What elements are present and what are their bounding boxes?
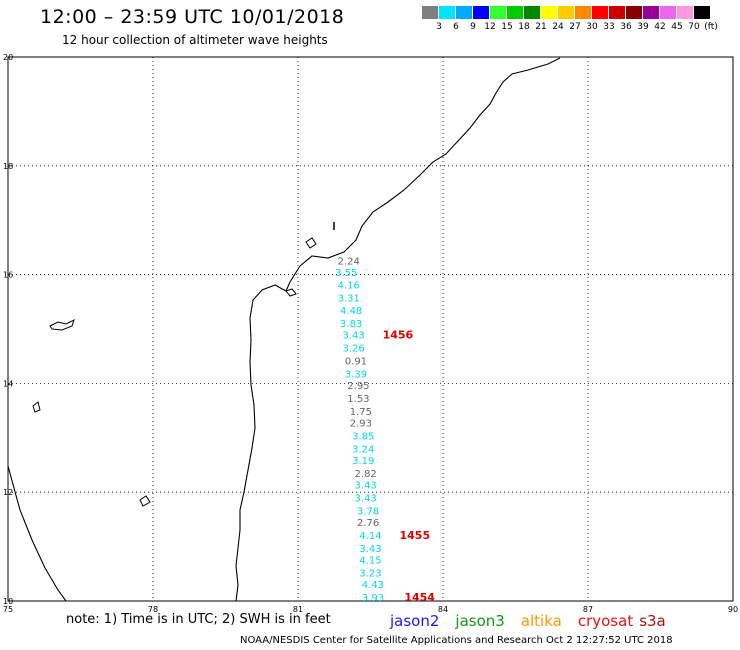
color-scale-label: 70: [688, 22, 700, 32]
latitude-tick-label: 20: [3, 53, 13, 62]
longitude-tick-label: 90: [728, 605, 738, 614]
color-swatch: [626, 6, 643, 19]
wave-height-value: 3.26: [342, 343, 364, 354]
map-title: 12:00 – 23:59 UTC 10/01/2018: [40, 6, 345, 28]
coastline: [7, 57, 561, 602]
color-scale-label: 42: [654, 22, 666, 32]
map-subtitle: 12 hour collection of altimeter wave hei…: [62, 33, 328, 47]
wave-height-value: 3.43: [342, 330, 364, 341]
pass-time-label: 1454: [404, 591, 435, 604]
wave-height-value: 4.15: [359, 556, 381, 567]
color-scale-label: 36: [620, 22, 632, 32]
latitude-tick-label: 12: [3, 488, 13, 497]
wave-height-value: 2.82: [355, 469, 377, 480]
color-swatch: [694, 6, 711, 19]
color-swatch: [592, 6, 609, 19]
satellite-legend-altika: altika: [520, 612, 562, 630]
color-swatch: [473, 6, 490, 19]
wave-height-value: 3.78: [357, 507, 379, 518]
wave-height-value: 4.16: [338, 280, 360, 291]
color-swatch: [677, 6, 694, 19]
island-outline: [49, 319, 75, 331]
pass-time-label: 1456: [383, 328, 414, 341]
latitude-tick-label: 18: [3, 162, 13, 171]
color-scale-label: (ft): [704, 22, 718, 32]
longitude-tick-label: 87: [583, 605, 593, 614]
wave-height-value: 3.43: [355, 481, 377, 492]
longitude-tick-label: 75: [3, 605, 13, 614]
longitude-tick-label: 78: [148, 605, 158, 614]
footer-credit: NOAA/NESDIS Center for Satellite Applica…: [240, 635, 673, 646]
satellite-legend: jason2 jason3 altika cryosat s3a: [390, 612, 682, 630]
wave-height-value: 1.75: [350, 407, 372, 418]
color-swatch: [507, 6, 524, 19]
color-swatch: [575, 6, 592, 19]
color-scale-label: 15: [501, 22, 513, 32]
color-scale-bar: [422, 6, 711, 19]
river-mouth-outline: [285, 288, 297, 297]
color-scale-label: 33: [603, 22, 615, 32]
color-swatch: [541, 6, 558, 19]
color-scale-label: 6: [453, 22, 459, 32]
latitude-tick-label: 16: [3, 271, 13, 280]
wave-height-value: 3.23: [359, 569, 381, 580]
wave-height-value: 3.19: [352, 456, 374, 467]
color-scale-label: 30: [586, 22, 598, 32]
wave-height-value: 3.85: [352, 432, 374, 443]
color-scale-label: 45: [671, 22, 683, 32]
pass-time-label: 1455: [400, 529, 431, 542]
color-swatch: [456, 6, 473, 19]
island-outline: [139, 495, 151, 507]
wave-height-value: 3.31: [338, 293, 360, 304]
longitude-tick-label: 81: [293, 605, 303, 614]
wave-height-value: 2.93: [350, 419, 372, 430]
wave-height-value: 3.55: [335, 268, 357, 279]
color-swatch: [609, 6, 626, 19]
color-scale-label: 24: [552, 22, 564, 32]
latitude-tick-label: 14: [3, 379, 13, 388]
satellite-legend-cryosat: cryosat: [577, 612, 634, 630]
color-scale-label: 39: [637, 22, 649, 32]
map-frame: [7, 56, 734, 602]
wave-height-value: 2.24: [338, 256, 360, 267]
satellite-legend-jason3: jason3: [455, 612, 505, 630]
wave-height-value: 4.43: [362, 580, 384, 591]
island-outline: [305, 237, 317, 249]
island-outline: [32, 401, 41, 413]
wave-height-value: 3.43: [355, 494, 377, 505]
color-scale-label: 27: [569, 22, 581, 32]
color-swatch: [643, 6, 660, 19]
satellite-legend-s3a: s3a: [639, 612, 666, 630]
color-swatch: [558, 6, 575, 19]
color-swatch: [490, 6, 507, 19]
units-note: note: 1) Time is in UTC; 2) SWH is in fe…: [66, 612, 331, 627]
wave-height-value: 3.24: [352, 445, 374, 456]
latitude-tick-label: 10: [3, 597, 13, 606]
longitude-tick-label: 84: [438, 605, 448, 614]
wave-height-value: 4.14: [359, 531, 381, 542]
color-scale-label: 18: [518, 22, 530, 32]
wave-height-value: 2.76: [357, 518, 379, 529]
wave-height-value: 0.91: [345, 357, 367, 368]
wave-height-value: 3.39: [345, 370, 367, 381]
wave-height-value: 3.83: [340, 319, 362, 330]
wave-height-value: 2.95: [347, 381, 369, 392]
color-scale-label: 9: [470, 22, 476, 32]
wave-height-value: 4.48: [340, 306, 362, 317]
satellite-legend-jason2: jason2: [390, 612, 440, 630]
color-swatch: [422, 6, 439, 19]
color-swatch: [524, 6, 541, 19]
color-swatch: [660, 6, 677, 19]
wave-height-value: 3.43: [359, 544, 381, 555]
color-scale-label: 21: [535, 22, 547, 32]
color-scale-label: 12: [484, 22, 496, 32]
wave-height-value: 3.93: [362, 593, 384, 604]
wave-height-value: 1.53: [347, 394, 369, 405]
color-swatch: [439, 6, 456, 19]
color-scale-label: 3: [436, 22, 442, 32]
